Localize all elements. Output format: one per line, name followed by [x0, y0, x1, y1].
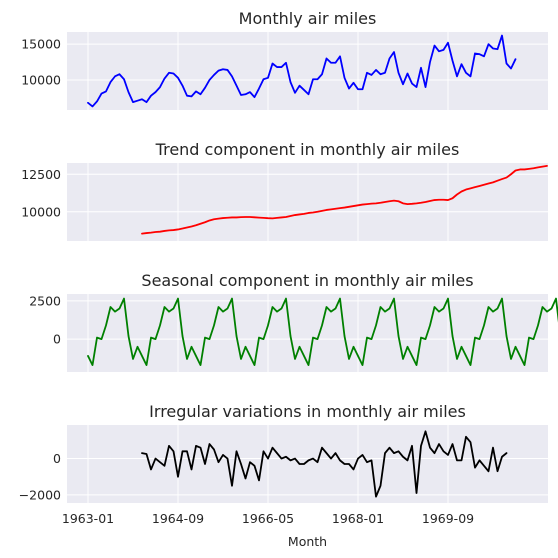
panel-irregular: Irregular variations in monthly air mile… [19, 402, 548, 549]
panel-irregular-ytick-label-1: 0 [53, 451, 61, 466]
panel-seasonal-line-0 [87, 297, 558, 367]
x-axis-label: Month [288, 534, 327, 549]
panel-seasonal-series [87, 297, 558, 367]
panel-trend: Trend component in monthly air miles 100… [21, 140, 548, 241]
panel-seasonal-y-ticks: 0 2500 [29, 293, 61, 346]
panel-irregular-series [141, 430, 508, 498]
panel-trend-ytick-label-0: 10000 [21, 204, 61, 219]
panel-irregular-plot-area [67, 425, 548, 503]
panel-trend-series [141, 164, 548, 235]
panel-seasonal-gridlines [67, 294, 548, 372]
x-tick-label-0: 1963-01 [62, 511, 114, 526]
x-tick-label-3: 1968-01 [332, 511, 384, 526]
panel-trend-plot-area [67, 163, 548, 241]
panel-trend-gridlines [67, 163, 548, 241]
panel-seasonal: Seasonal component in monthly air miles … [29, 271, 558, 372]
panel-seasonal-plot-area [67, 294, 548, 372]
panel-trend-ytick-label-1: 12500 [21, 167, 61, 182]
panel-trend-line-0 [141, 164, 548, 235]
panel-seasonal-ytick-label-1: 2500 [29, 293, 61, 308]
panel-observed-ytick-label-0: 10000 [21, 72, 61, 87]
panel-observed-plot-area [67, 32, 548, 110]
panel-seasonal-title: Seasonal component in monthly air miles [141, 271, 473, 290]
x-tick-label-1: 1964-09 [152, 511, 204, 526]
panel-observed-y-ticks: 10000 15000 [21, 37, 61, 88]
panel-trend-y-ticks: 10000 12500 [21, 167, 61, 220]
panel-observed-ytick-label-1: 15000 [21, 37, 61, 52]
panel-observed-title: Monthly air miles [239, 9, 377, 28]
x-tick-label-2: 1966-05 [242, 511, 294, 526]
panel-observed: Monthly air miles 10000 15000 [21, 9, 548, 110]
panel-seasonal-ytick-label-0: 0 [53, 332, 61, 347]
panel-observed-series [87, 34, 517, 108]
panel-irregular-y-ticks: −2000 0 [19, 451, 61, 502]
panel-irregular-x-ticks: 1963-01 1964-09 1966-05 1968-01 1969-09 [62, 511, 474, 526]
panel-irregular-title: Irregular variations in monthly air mile… [149, 402, 466, 421]
panel-observed-gridlines [67, 32, 548, 110]
panel-observed-line-0 [87, 34, 517, 108]
panel-irregular-line-0 [141, 430, 508, 498]
panel-trend-title: Trend component in monthly air miles [155, 140, 460, 159]
panel-irregular-ytick-label-0: −2000 [19, 487, 61, 502]
x-tick-label-4: 1969-09 [422, 511, 474, 526]
